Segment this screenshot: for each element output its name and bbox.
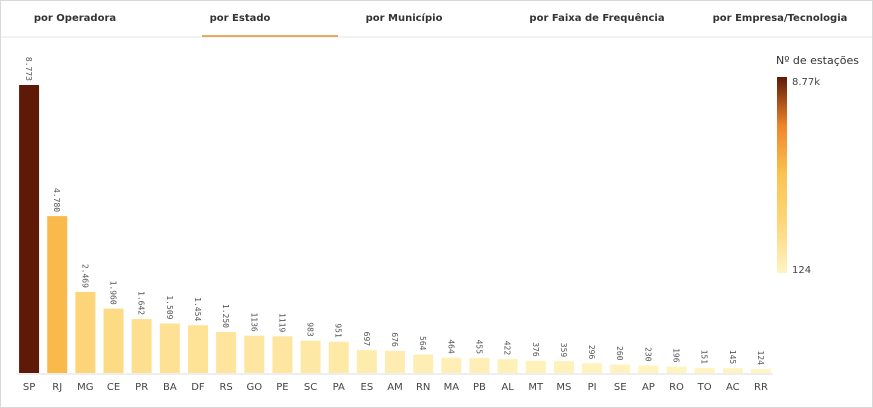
- x-tick-label: SE: [614, 382, 627, 393]
- value-label: 1119: [277, 313, 286, 332]
- x-tick-label: AL: [501, 382, 514, 393]
- value-label: 1.960: [109, 281, 118, 305]
- value-label: 422: [503, 341, 512, 356]
- bar: [694, 368, 715, 373]
- x-tick-label: CE: [107, 382, 120, 393]
- value-label: 951: [334, 323, 343, 338]
- x-tick-label: MT: [528, 382, 544, 393]
- value-label: 1.642: [137, 291, 146, 315]
- value-label: 145: [728, 350, 737, 365]
- x-tick-label: AC: [726, 382, 740, 393]
- value-label: 1.250: [221, 304, 230, 328]
- x-tick-label: MS: [556, 382, 571, 393]
- legend-gradient: [777, 77, 787, 273]
- value-label: 124: [756, 350, 765, 365]
- value-label: 230: [643, 347, 652, 362]
- bar: [385, 350, 406, 373]
- value-label: 4.780: [52, 188, 61, 212]
- value-label: 151: [700, 350, 709, 365]
- value-label: 455: [474, 340, 483, 355]
- bar: [131, 319, 152, 373]
- x-tick-label: PA: [333, 382, 345, 393]
- bar: [750, 368, 771, 373]
- value-label: 376: [531, 342, 540, 357]
- x-tick-label: SP: [23, 382, 35, 393]
- value-label: 359: [559, 343, 568, 358]
- x-tick-label: PR: [135, 382, 148, 393]
- tab[interactable]: por Empresa/Tecnologia: [713, 13, 848, 24]
- legend-max: 8.77k: [792, 77, 820, 88]
- value-label: 983: [306, 322, 315, 337]
- x-tick-label: AM: [387, 382, 402, 393]
- x-tick-label: RO: [669, 382, 684, 393]
- x-tick-label: GO: [246, 382, 262, 393]
- bar: [159, 323, 180, 373]
- value-label: 464: [446, 339, 455, 354]
- bar: [441, 357, 462, 373]
- bar: [666, 366, 687, 373]
- x-tick-label: PE: [276, 382, 288, 393]
- bar: [638, 365, 659, 373]
- x-tick-label: RJ: [52, 382, 62, 393]
- bar: [610, 364, 631, 373]
- bar: [356, 350, 377, 373]
- bar: [244, 335, 265, 373]
- legend-min: 124: [792, 265, 811, 276]
- bar: [525, 360, 546, 373]
- value-label: 196: [672, 348, 681, 363]
- bar: [553, 361, 574, 373]
- tab[interactable]: por Operadora: [34, 13, 116, 24]
- legend-title: Nº de estações: [776, 54, 859, 67]
- value-label: 260: [615, 346, 624, 361]
- tab[interactable]: por Estado: [210, 13, 271, 24]
- bar: [413, 354, 434, 373]
- value-label: 1.454: [193, 297, 202, 321]
- x-tick-label: BA: [163, 382, 177, 393]
- tab[interactable]: por Município: [366, 12, 443, 24]
- x-tick-label: RN: [416, 382, 430, 393]
- x-tick-label: TO: [697, 382, 712, 393]
- x-tick-label: RR: [754, 382, 768, 393]
- x-tick-label: RS: [219, 382, 232, 393]
- value-label: 676: [390, 332, 399, 347]
- bar: [722, 368, 743, 373]
- bar: [497, 359, 518, 373]
- tab[interactable]: por Faixa de Frequência: [529, 12, 664, 24]
- x-tick-label: MG: [77, 382, 93, 393]
- value-label: 697: [362, 332, 371, 347]
- bar: [187, 325, 208, 373]
- x-tick-label: ES: [361, 382, 374, 393]
- x-tick-label: PB: [473, 382, 486, 393]
- bar: [272, 336, 293, 373]
- x-tick-label: MA: [444, 382, 460, 393]
- x-tick-label: DF: [191, 382, 205, 393]
- bar: [469, 358, 490, 373]
- value-label: 2.469: [80, 264, 89, 288]
- value-label: 296: [587, 345, 596, 360]
- value-label: 1.509: [165, 295, 174, 319]
- bar: [75, 291, 96, 373]
- bar: [19, 85, 40, 373]
- bar: [328, 341, 349, 373]
- x-tick-label: AP: [642, 382, 655, 393]
- x-tick-label: SC: [304, 382, 317, 393]
- bar: [47, 216, 68, 373]
- value-label: 1136: [249, 312, 258, 331]
- bar: [103, 308, 124, 373]
- x-tick-label: PI: [588, 382, 597, 393]
- bar: [216, 331, 237, 373]
- value-label: 8.773: [24, 57, 33, 81]
- bar: [582, 363, 603, 373]
- value-label: 564: [418, 336, 427, 351]
- bar: [300, 340, 321, 373]
